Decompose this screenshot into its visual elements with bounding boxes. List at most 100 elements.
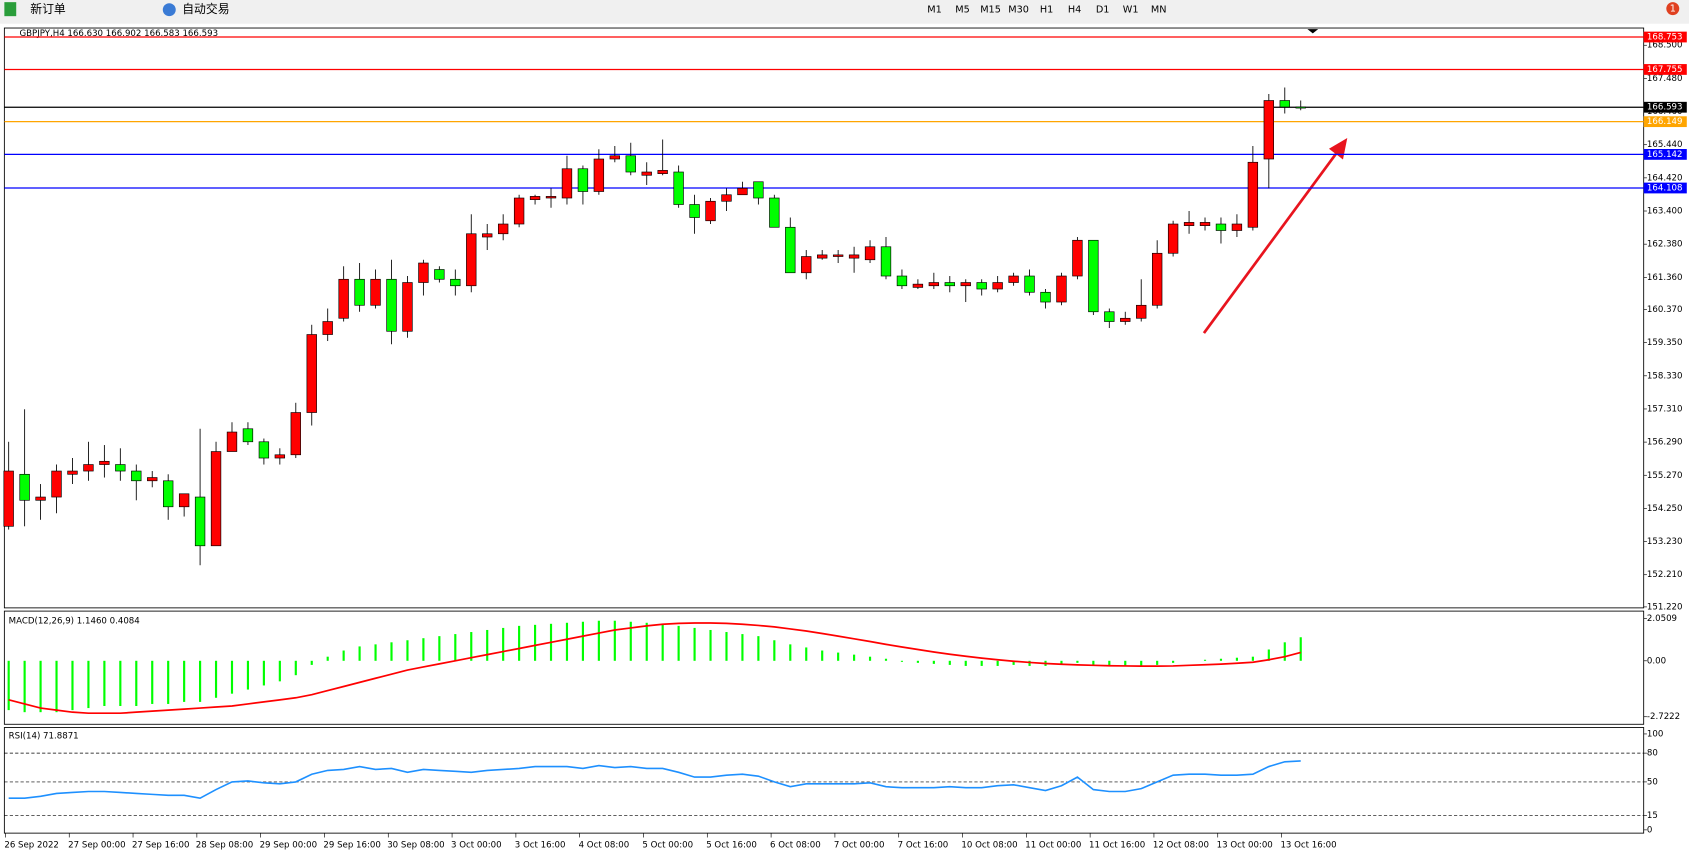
candle-body xyxy=(705,200,716,222)
price-level-label: 164.108 xyxy=(1647,184,1683,194)
y-tick-label: 162.380 xyxy=(1647,240,1683,250)
rsi-panel xyxy=(3,727,1645,834)
candle-body xyxy=(434,269,445,280)
timeframe-button[interactable]: W1 xyxy=(1123,5,1139,16)
candle-body xyxy=(689,204,700,218)
x-tick-label: 5 Oct 16:00 xyxy=(706,840,757,850)
x-tick-label: 29 Sep 00:00 xyxy=(260,840,317,850)
x-tick-label: 13 Oct 16:00 xyxy=(1280,840,1336,850)
candle-body xyxy=(1040,291,1051,303)
candle-body xyxy=(992,282,1003,290)
candle-body xyxy=(418,262,429,283)
candle-body xyxy=(1008,275,1019,283)
candle-body xyxy=(928,282,940,287)
x-tick-label: 27 Sep 00:00 xyxy=(68,840,125,850)
timeframe-button[interactable]: M15 xyxy=(980,5,1001,16)
candle-body xyxy=(1279,100,1290,108)
price-level-tag xyxy=(1643,182,1687,194)
candle-body xyxy=(545,196,557,199)
y-tick-label: 100 xyxy=(1647,729,1663,739)
candle-body xyxy=(880,246,892,277)
candle-body xyxy=(721,194,732,202)
candle-body xyxy=(577,168,589,192)
candle-body xyxy=(354,278,365,306)
y-tick-label: 156.290 xyxy=(1647,438,1683,448)
candle-body xyxy=(1136,304,1147,319)
candle-body xyxy=(258,441,270,459)
candle-body xyxy=(817,254,828,259)
candle-body xyxy=(194,496,206,547)
timeframe-button[interactable]: M5 xyxy=(955,5,970,16)
x-tick-label: 7 Oct 00:00 xyxy=(834,840,885,850)
candle-body xyxy=(450,278,461,287)
timeframe-button[interactable]: D1 xyxy=(1096,5,1110,16)
candle-body xyxy=(466,233,477,287)
candle-body xyxy=(3,470,14,527)
trend-arrow xyxy=(1202,147,1341,334)
candle-body xyxy=(1104,311,1115,322)
rsi-label: RSI(14) 71.8871 xyxy=(9,732,79,742)
candle-body xyxy=(51,470,62,498)
candle-body xyxy=(482,233,493,238)
x-tick-label: 10 Oct 08:00 xyxy=(961,840,1017,850)
candle-body xyxy=(1231,223,1243,231)
candle-body xyxy=(322,321,333,335)
candle-body xyxy=(1151,252,1163,306)
candle-body xyxy=(242,428,254,443)
candle-body xyxy=(593,158,605,192)
rsi-line xyxy=(8,760,1301,800)
x-tick-label: 3 Oct 00:00 xyxy=(451,840,502,850)
candle-body xyxy=(801,256,812,274)
x-tick-label: 13 Oct 00:00 xyxy=(1217,840,1273,850)
y-tick-label: 160.370 xyxy=(1647,305,1683,315)
x-tick-label: 11 Oct 16:00 xyxy=(1089,840,1145,850)
y-tick-label: 15 xyxy=(1647,811,1658,821)
candle-body xyxy=(115,464,126,472)
timeframe-button[interactable]: MN xyxy=(1151,5,1167,16)
y-tick-label: 80 xyxy=(1647,749,1658,759)
candle-body xyxy=(99,460,110,465)
price-level-tag xyxy=(1643,101,1687,113)
x-tick-label: 30 Sep 08:00 xyxy=(387,840,444,850)
auto-trading-icon[interactable] xyxy=(162,3,176,17)
candle-body xyxy=(1199,222,1211,226)
candle-body xyxy=(67,470,78,475)
candle-body xyxy=(785,226,796,274)
price-panel xyxy=(3,27,1645,609)
candle-body xyxy=(402,282,413,332)
price-level-tag xyxy=(1643,64,1687,75)
new-order-button[interactable]: 新订单 xyxy=(30,2,66,16)
timeframe-button[interactable]: H1 xyxy=(1040,5,1053,16)
timeframe-button[interactable]: H4 xyxy=(1068,5,1081,16)
timeframe-button[interactable]: M1 xyxy=(927,5,942,16)
candle-body xyxy=(960,282,971,287)
y-tick-label: 50 xyxy=(1647,777,1658,787)
candle-body xyxy=(147,477,158,482)
x-tick-label: 5 Oct 00:00 xyxy=(642,840,693,850)
candle-body xyxy=(1056,275,1067,303)
x-tick-label: 26 Sep 2022 xyxy=(4,840,59,850)
candle-body xyxy=(513,197,525,225)
candle-body xyxy=(1183,222,1195,226)
candle-body xyxy=(131,470,142,482)
price-level-tag xyxy=(1643,149,1687,160)
new-order-icon[interactable] xyxy=(4,2,17,17)
y-tick-label: 2.0509 xyxy=(1647,614,1677,624)
candle-body xyxy=(1247,161,1259,228)
shift-marker xyxy=(1307,29,1319,34)
timeframe-button[interactable]: M30 xyxy=(1008,5,1029,16)
notification-count: 1 xyxy=(1670,4,1676,15)
y-tick-label: 0 xyxy=(1647,825,1652,835)
notification-badge[interactable] xyxy=(1666,2,1680,16)
candle-body xyxy=(976,282,987,290)
candle-body xyxy=(657,170,668,174)
y-tick-label: 158.330 xyxy=(1647,371,1683,381)
auto-trading-button[interactable]: 自动交易 xyxy=(182,2,229,16)
y-tick-label: 168.500 xyxy=(1647,41,1683,51)
x-tick-label: 29 Sep 16:00 xyxy=(323,840,380,850)
candle-body xyxy=(673,171,684,205)
candle-body xyxy=(370,278,381,306)
y-tick-label: 152.210 xyxy=(1647,570,1683,580)
candle-body xyxy=(1215,223,1227,231)
